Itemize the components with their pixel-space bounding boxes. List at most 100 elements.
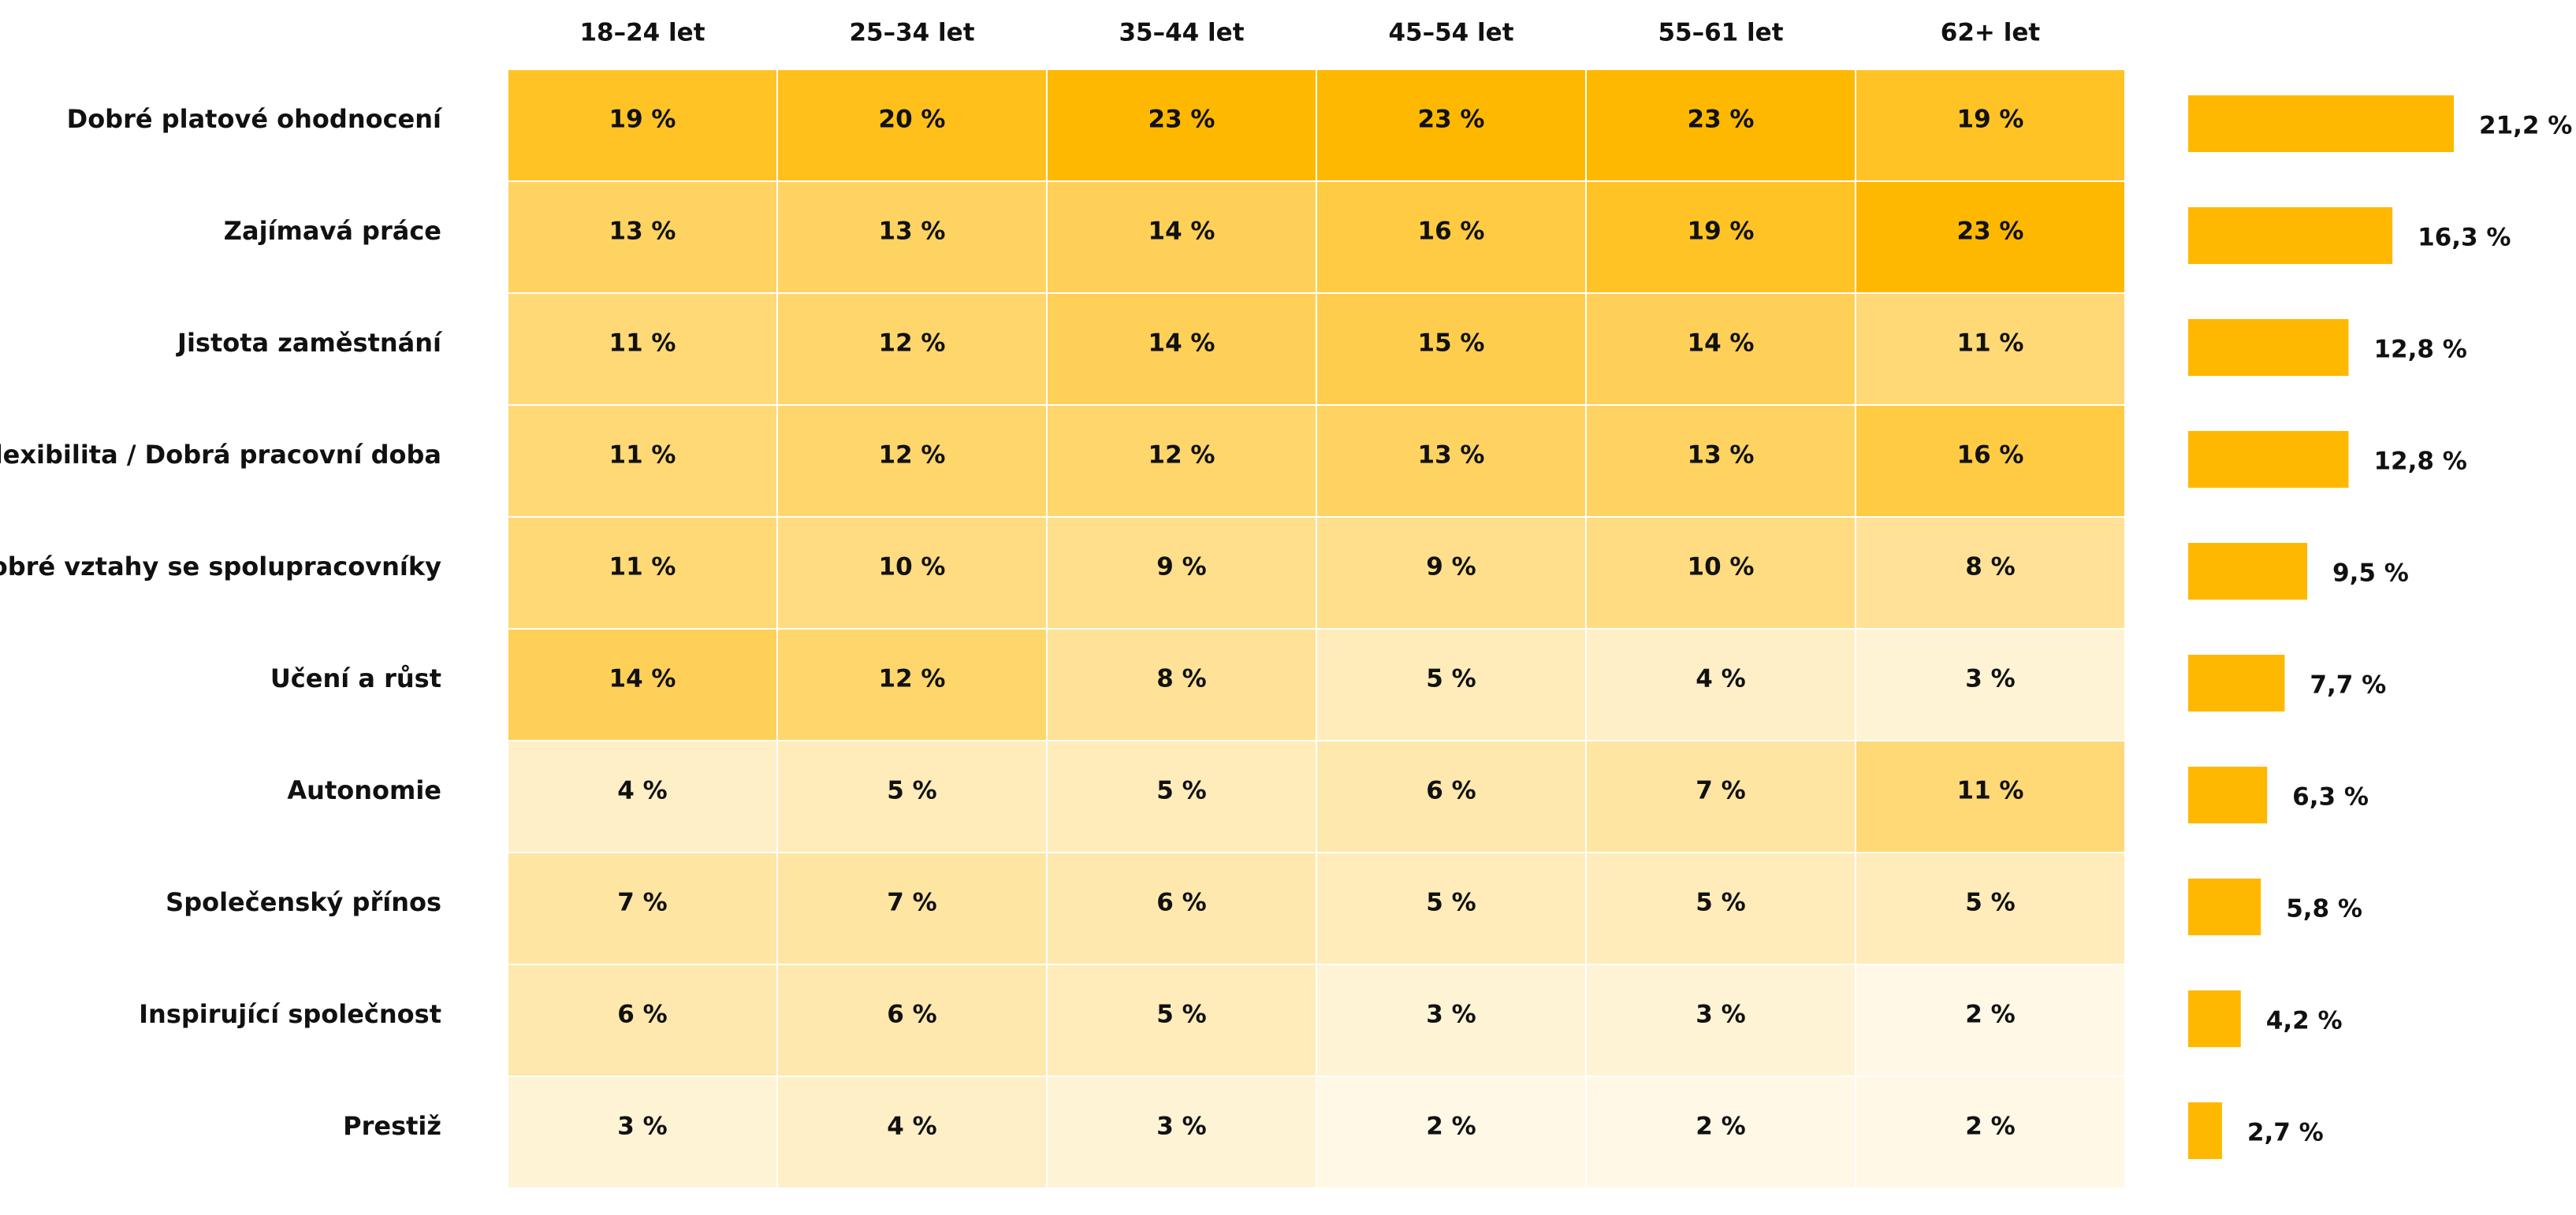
- column-header: 18–24 let: [579, 19, 705, 47]
- cell-value-label: 11 %: [1957, 329, 2024, 358]
- heatmap-cell: [1585, 292, 1856, 406]
- column-header: 55–61 let: [1658, 19, 1783, 47]
- heatmap-cell: [776, 404, 1048, 518]
- cell-value-label: 5 %: [1696, 889, 1745, 917]
- cell-value-label: 13 %: [879, 217, 946, 246]
- heatmap-cell: [1585, 69, 1856, 182]
- cell-value-label: 2 %: [1965, 1113, 2015, 1141]
- row-label: Inspirující společnost: [139, 999, 441, 1029]
- heatmap-cell: [1046, 69, 1317, 182]
- cell-value-label: 12 %: [1148, 441, 1215, 470]
- heatmap-cell: [507, 964, 778, 1077]
- row-label: Učení a růst: [270, 663, 441, 693]
- row-label: Dobré vztahy se spolupracovníky: [0, 552, 441, 581]
- cell-value-label: 6 %: [887, 1001, 936, 1029]
- cell-value-label: 15 %: [1418, 329, 1485, 358]
- cell-value-label: 14 %: [609, 665, 676, 693]
- cell-value-label: 16 %: [1418, 217, 1485, 246]
- cell-value-label: 3 %: [617, 1113, 667, 1141]
- total-bar: [2188, 990, 2241, 1047]
- cell-value-label: 20 %: [879, 106, 946, 134]
- column-header: 35–44 let: [1119, 19, 1244, 47]
- cell-value-label: 10 %: [1688, 553, 1755, 581]
- cell-value-label: 12 %: [879, 329, 946, 358]
- row-label: Prestiž: [343, 1111, 441, 1141]
- cell-value-label: 11 %: [609, 441, 676, 470]
- heatmap-cell: [1046, 516, 1317, 630]
- cell-value-label: 8 %: [1156, 665, 1206, 693]
- cell-value-label: 3 %: [1696, 1001, 1745, 1029]
- cell-value-label: 2 %: [1965, 1001, 2015, 1029]
- heatmap-cell: [1855, 404, 2126, 518]
- cell-value-label: 23 %: [1148, 106, 1215, 134]
- heatmap-cell: [1316, 852, 1587, 965]
- heatmap-cell: [1316, 404, 1587, 518]
- cell-value-label: 9 %: [1426, 553, 1476, 581]
- heatmap-cell: [776, 292, 1048, 406]
- cell-value-label: 6 %: [617, 1001, 667, 1029]
- heatmap-cell: [507, 1076, 778, 1189]
- cell-value-label: 4 %: [1696, 665, 1745, 693]
- cell-value-label: 5 %: [1156, 1001, 1206, 1029]
- column-header: 62+ let: [1941, 19, 2041, 47]
- heatmap-cell: [1855, 964, 2126, 1077]
- heatmap-cell: [507, 404, 778, 518]
- column-header: 45–54 let: [1388, 19, 1513, 47]
- cell-value-label: 6 %: [1426, 777, 1476, 805]
- total-bar: [2188, 431, 2349, 488]
- total-bar-label: 2,7 %: [2247, 1119, 2324, 1147]
- cell-value-label: 19 %: [1957, 106, 2024, 134]
- heatmap-cell: [1855, 740, 2126, 853]
- heatmap-cell: [1316, 516, 1587, 630]
- cell-value-label: 11 %: [1957, 777, 2024, 805]
- total-bar-label: 6,3 %: [2292, 783, 2369, 812]
- heatmap-cell: [1316, 740, 1587, 853]
- total-bar-label: 4,2 %: [2266, 1007, 2343, 1035]
- heatmap-cell: [1046, 1076, 1317, 1189]
- heatmap-cell: [507, 292, 778, 406]
- heatmap-cell: [1855, 292, 2126, 406]
- cell-value-label: 23 %: [1957, 217, 2024, 246]
- heatmap-cell: [1855, 628, 2126, 741]
- cell-value-label: 19 %: [1688, 217, 1755, 246]
- cell-value-label: 3 %: [1156, 1113, 1206, 1141]
- total-bar-label: 7,7 %: [2310, 671, 2386, 700]
- total-bar-label: 16,3 %: [2418, 224, 2511, 252]
- row-label: Autonomie: [287, 775, 441, 805]
- heatmap-cell: [776, 964, 1048, 1077]
- total-bar: [2188, 879, 2261, 935]
- total-bar-label: 12,8 %: [2373, 448, 2466, 476]
- cell-value-label: 19 %: [609, 106, 676, 134]
- cell-value-label: 5 %: [1965, 889, 2015, 917]
- cell-value-label: 5 %: [1426, 889, 1476, 917]
- cell-value-label: 13 %: [1688, 441, 1755, 470]
- cell-value-label: 2 %: [1696, 1113, 1745, 1141]
- cell-value-label: 13 %: [609, 217, 676, 246]
- total-bar: [2188, 207, 2393, 264]
- heatmap-cell: [1046, 852, 1317, 965]
- cell-value-label: 11 %: [609, 553, 676, 581]
- heatmap-cell: [1855, 1076, 2126, 1189]
- cell-value-label: 3 %: [1426, 1001, 1476, 1029]
- cell-value-label: 16 %: [1957, 441, 2024, 470]
- cell-value-label: 12 %: [879, 441, 946, 470]
- heatmap-cell: [1316, 1076, 1587, 1189]
- total-bar-label: 12,8 %: [2373, 336, 2466, 364]
- total-bar: [2188, 543, 2308, 600]
- cell-value-label: 8 %: [1965, 553, 2015, 581]
- heatmap-cell: [507, 69, 778, 182]
- heatmap-cell: [1585, 404, 1856, 518]
- heatmap-cell: [1855, 69, 2126, 182]
- row-label: Dobré platové ohodnocení: [67, 104, 443, 134]
- cell-value-label: 3 %: [1965, 665, 2015, 693]
- heatmap-cell: [1046, 404, 1317, 518]
- heatmap-cell: [507, 628, 778, 741]
- total-bar: [2188, 655, 2285, 712]
- heatmap-cell: [776, 69, 1048, 182]
- cell-value-label: 14 %: [1148, 329, 1215, 358]
- heatmap-cell: [507, 852, 778, 965]
- total-bar-label: 5,8 %: [2286, 895, 2362, 923]
- heatmap-cell: [1046, 740, 1317, 853]
- row-label: Společenský přínos: [166, 887, 441, 917]
